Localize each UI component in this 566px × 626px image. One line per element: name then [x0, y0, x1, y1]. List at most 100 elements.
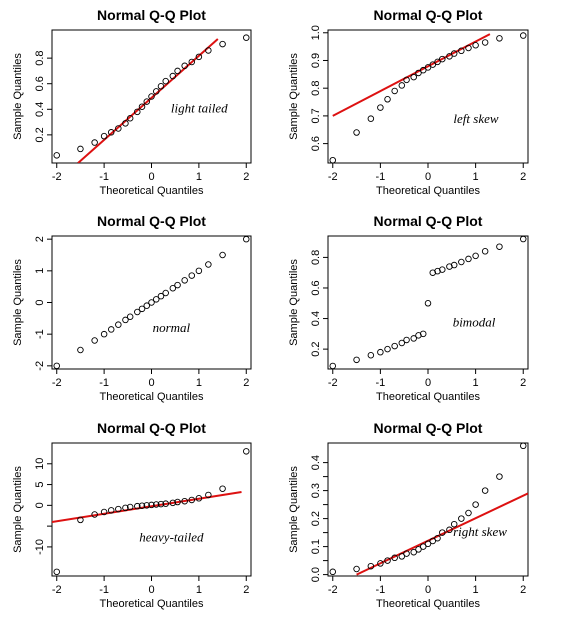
data-point: [419, 543, 427, 550]
x-tick-label: 2: [520, 377, 526, 389]
plot-frame: [327, 235, 529, 370]
data-point: [195, 267, 203, 275]
data-point: [162, 77, 169, 85]
x-tick-label: 2: [243, 584, 249, 596]
data-point: [384, 557, 391, 564]
data-point: [169, 499, 177, 507]
y-tick-label: 0.4: [34, 102, 46, 117]
x-tick-label: -1: [375, 584, 385, 596]
data-point: [138, 502, 146, 510]
qq-panel-3: Normal Q-Q Plot -2 -1 0 1 2 -2 -1 0 1 2 Theoretical…: [12, 213, 252, 403]
data-point: [134, 108, 141, 116]
x-tick-label: -1: [375, 377, 385, 389]
y-tick-label: 1.0: [310, 25, 322, 40]
data-point: [188, 496, 196, 504]
y-tick-label: 0.0: [310, 567, 322, 582]
data-point: [465, 509, 472, 517]
data-point: [157, 83, 165, 90]
data-point: [398, 339, 406, 347]
y-tick-label: 5: [34, 482, 46, 488]
data-point: [174, 498, 181, 506]
data-point: [157, 292, 165, 300]
y-axis-title: Sample Quantiles: [288, 53, 300, 140]
x-tick-label: -2: [328, 377, 338, 389]
data-point: [53, 568, 60, 576]
data-point: [115, 505, 122, 513]
data-point: [53, 362, 60, 370]
data-point: [439, 529, 446, 536]
data-point: [481, 39, 489, 46]
x-tick-label: 2: [243, 171, 249, 183]
x-tick-label: 1: [196, 171, 202, 183]
y-tick-label: 0: [34, 299, 46, 305]
data-point: [424, 300, 432, 307]
data-point: [419, 66, 427, 74]
data-point: [439, 55, 446, 63]
data-point: [472, 41, 479, 49]
data-point: [77, 346, 84, 354]
panel-title: Normal Q-Q Plot: [97, 213, 206, 229]
data-point: [496, 473, 503, 480]
y-tick-label: 0.9: [310, 53, 322, 68]
data-point: [169, 72, 177, 80]
data-point: [377, 104, 384, 111]
data-point: [424, 64, 432, 71]
data-point: [115, 321, 122, 328]
x-tick-label: -2: [52, 171, 62, 183]
data-point: [188, 58, 196, 66]
x-tick-label: 0: [425, 377, 431, 389]
data-point: [243, 34, 250, 41]
data-point: [329, 568, 337, 576]
x-tick-label: -1: [99, 584, 109, 596]
data-point: [481, 487, 489, 494]
data-point: [219, 485, 226, 492]
data-point: [391, 87, 398, 95]
x-tick-label: 0: [148, 377, 154, 389]
x-tick-label: 1: [473, 584, 479, 596]
plot-frame: [51, 442, 252, 577]
y-tick-label: 0.8: [310, 81, 322, 96]
data-point: [126, 114, 134, 122]
data-point: [205, 261, 212, 268]
qq-panel-1: Normal Q-Q Plot -2 -1 0 1 2 0.2 0.4 0.6 0.8 Theore…: [12, 7, 252, 197]
data-point: [195, 495, 203, 502]
x-tick-label: -2: [52, 377, 62, 389]
x-tick-label: 2: [520, 171, 526, 183]
data-point: [496, 35, 503, 42]
data-point: [410, 335, 417, 342]
y-tick-label: 0.1: [310, 539, 322, 554]
data-point: [91, 337, 98, 344]
distribution-annotation: left skew: [453, 111, 498, 126]
data-point: [403, 550, 410, 557]
data-point: [152, 296, 160, 303]
data-point: [353, 129, 360, 136]
data-point: [450, 50, 458, 57]
data-point: [115, 125, 122, 132]
data-point: [143, 302, 151, 309]
data-point: [367, 115, 375, 122]
distribution-annotation: bimodal: [453, 314, 496, 329]
data-point: [188, 272, 196, 279]
plot-frame: [51, 235, 252, 370]
distribution-annotation: heavy-tailed: [139, 529, 204, 544]
y-axis-title: Sample Quantiles: [12, 466, 24, 553]
plot-frame: [327, 29, 529, 164]
data-point: [391, 554, 398, 562]
data-point: [243, 448, 250, 455]
data-point: [148, 299, 155, 306]
x-tick-label: 1: [473, 377, 479, 389]
data-point: [398, 82, 406, 89]
x-axis-title: Theoretical Quantiles: [376, 185, 480, 197]
data-point: [134, 308, 141, 316]
data-point: [446, 53, 453, 60]
data-point: [126, 503, 134, 511]
data-point: [353, 565, 360, 573]
y-tick-label: 10: [34, 458, 46, 470]
x-tick-label: -1: [375, 171, 385, 183]
data-point: [181, 497, 188, 505]
data-point: [100, 508, 108, 516]
y-tick-label: 0.7: [310, 108, 322, 123]
y-tick-label: 0.6: [310, 136, 322, 151]
data-point: [122, 316, 129, 324]
y-tick-label: 0.6: [310, 280, 322, 295]
